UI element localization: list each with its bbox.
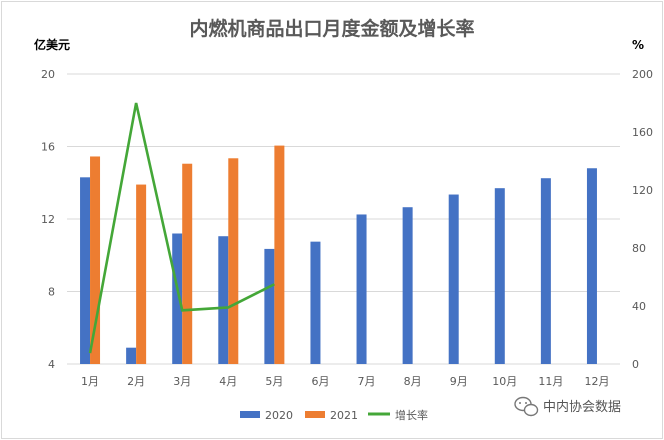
left-tick-label: 8 [48, 286, 55, 299]
x-tick-label: 11月 [538, 375, 563, 388]
bars [80, 145, 597, 364]
x-tick-label: 4月 [219, 375, 237, 388]
legend-label-growth: 增长率 [395, 408, 428, 422]
x-axis-ticks: 1月 2月 3月 4月 5月 6月 7月 8月 9月 10月 11月 12月 [81, 375, 609, 388]
watermark-text: 中内协会数据 [543, 399, 621, 415]
watermark: 中内协会数据 [514, 396, 621, 417]
bar-2020-2 [126, 347, 137, 364]
x-tick-label: 8月 [404, 375, 422, 388]
gridlines [67, 73, 620, 365]
x-tick-label: 10月 [492, 375, 517, 388]
x-tick-label: 9月 [450, 375, 468, 388]
right-tick-label: 120 [632, 184, 653, 197]
right-tick-label: 160 [632, 126, 653, 139]
bar-2020-3 [172, 233, 183, 364]
bar-2021-5 [274, 145, 285, 364]
right-tick-label: 80 [632, 242, 646, 255]
x-tick-label: 12月 [584, 375, 609, 388]
x-tick-label: 5月 [265, 375, 283, 388]
x-tick-label: 6月 [311, 375, 329, 388]
bar-2020-10 [494, 188, 505, 364]
growth-line-layer [88, 102, 275, 354]
left-tick-label: 16 [41, 141, 55, 154]
growth-line [88, 102, 275, 354]
x-tick-label: 3月 [173, 375, 191, 388]
x-tick-label: 1月 [81, 375, 99, 388]
bar-2020-9 [448, 194, 459, 364]
left-axis-ticks: 4 8 12 16 20 [41, 68, 55, 371]
bar-2020-1 [80, 177, 91, 364]
left-axis-unit: 亿美元 [34, 37, 70, 52]
wechat-icon [514, 396, 539, 417]
right-tick-label: 0 [632, 358, 639, 371]
legend-swatch-2020 [240, 411, 260, 418]
bar-2021-1 [90, 156, 101, 364]
legend: 2020 2021 增长率 [240, 408, 428, 422]
right-tick-label: 200 [632, 68, 653, 81]
x-tick-label: 2月 [127, 375, 145, 388]
bar-2021-4 [228, 158, 239, 364]
right-tick-label: 40 [632, 300, 646, 313]
legend-swatch-2021 [305, 411, 325, 418]
bar-2020-4 [218, 236, 229, 364]
legend-label-2021: 2021 [330, 409, 358, 422]
bar-2020-5 [264, 248, 275, 364]
bar-2021-3 [182, 163, 193, 364]
legend-label-2020: 2020 [265, 409, 293, 422]
right-axis-ticks: 0 40 80 120 160 200 [632, 68, 653, 371]
bar-2020-7 [356, 214, 367, 364]
bar-2020-6 [310, 241, 321, 364]
bar-2020-12 [586, 168, 597, 364]
bar-2020-8 [402, 207, 413, 364]
left-tick-label: 20 [41, 68, 55, 81]
left-tick-label: 4 [48, 358, 55, 371]
right-axis-unit: % [632, 38, 644, 52]
bar-2021-2 [136, 184, 147, 364]
left-tick-label: 12 [41, 213, 55, 226]
bar-2020-11 [540, 178, 551, 364]
x-tick-label: 7月 [358, 375, 376, 388]
chart-title: 内燃机商品出口月度金额及增长率 [189, 17, 474, 40]
